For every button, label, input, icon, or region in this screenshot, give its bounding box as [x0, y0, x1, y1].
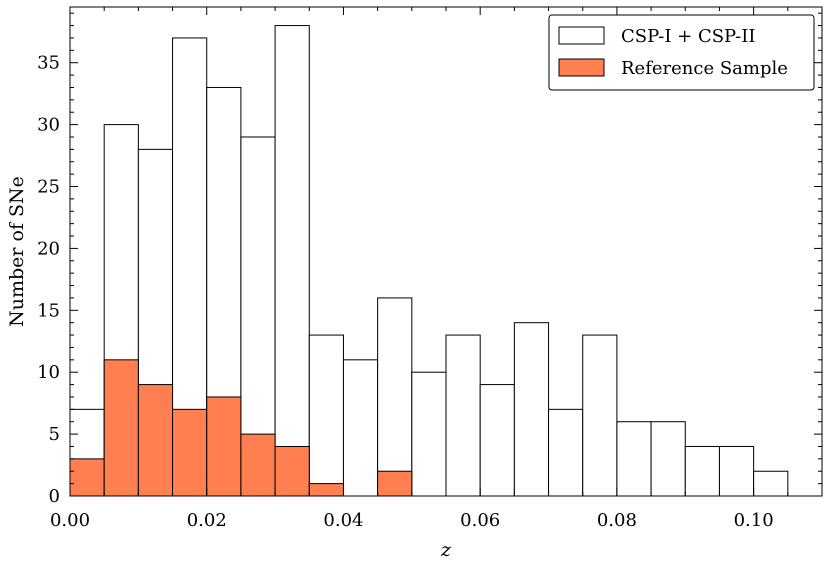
csp-bar-9 — [377, 297, 413, 497]
csp-bar-14 — [548, 408, 584, 497]
csp-bar-6 — [274, 25, 310, 497]
y-tick-label: 10 — [37, 362, 60, 383]
reference-bar-4 — [206, 396, 242, 497]
x-tick-label: 0.06 — [460, 510, 500, 531]
csp-bar-12 — [479, 384, 515, 497]
csp-bar-8 — [342, 359, 379, 497]
csp-bar-11 — [445, 334, 481, 497]
reference-bar-2 — [137, 384, 174, 497]
y-tick-label: 20 — [37, 238, 60, 259]
y-tick-label: 30 — [37, 115, 60, 136]
legend: CSP-I + CSP-II Reference Sample — [548, 14, 815, 91]
reference-bar-6 — [274, 445, 310, 497]
series-reference-bars — [69, 359, 413, 497]
csp-bar-19 — [718, 445, 755, 497]
legend-swatch-csp — [558, 26, 605, 45]
csp-bar-20 — [753, 470, 789, 497]
x-tick-label: 0.10 — [734, 510, 774, 531]
x-tick-label: 0.00 — [50, 510, 90, 531]
y-tick-label: 15 — [37, 300, 60, 321]
csp-bar-10 — [411, 371, 447, 497]
legend-swatch-reference — [558, 58, 605, 77]
reference-bar-0 — [69, 458, 105, 497]
y-axis-label: Number of SNe — [6, 176, 28, 327]
x-tick-label: 0.04 — [323, 510, 363, 531]
csp-bar-18 — [684, 445, 720, 497]
y-tick-label: 0 — [49, 486, 60, 507]
csp-bar-17 — [650, 421, 686, 497]
csp-bar-15 — [582, 334, 618, 497]
y-tick-label: 5 — [49, 424, 60, 445]
legend-label-csp: CSP-I + CSP-II — [621, 26, 755, 47]
x-tick-label: 0.02 — [187, 510, 227, 531]
x-axis: 0.00 0.02 0.04 0.06 0.08 0.10 — [50, 7, 823, 531]
csp-bar-7 — [308, 334, 344, 497]
legend-label-reference: Reference Sample — [621, 58, 788, 79]
csp-bar-16 — [616, 421, 652, 497]
x-axis-label: z — [440, 539, 452, 561]
y-tick-label: 35 — [37, 53, 60, 74]
reference-bar-7 — [308, 483, 344, 497]
reference-bar-3 — [172, 408, 208, 497]
y-tick-label: 25 — [37, 177, 60, 198]
y-axis: 0 5 10 15 20 25 30 35 — [37, 12, 822, 507]
x-tick-label: 0.08 — [597, 510, 637, 531]
csp-bar-13 — [513, 322, 550, 497]
reference-bar-5 — [240, 433, 276, 497]
reference-bar-1 — [103, 359, 139, 497]
reference-bar-9 — [377, 470, 413, 497]
legend-box — [548, 14, 815, 91]
